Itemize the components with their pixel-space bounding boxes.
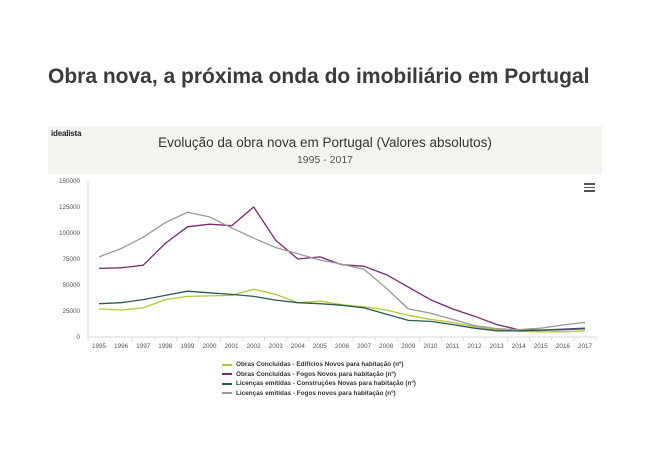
- x-tick-label: 2013: [490, 343, 505, 350]
- page-headline: Obra nova, a próxima onda do imobiliário…: [48, 65, 590, 88]
- series-line-4: [98, 211, 586, 331]
- chart-title: Evolução da obra nova em Portugal (Valor…: [158, 135, 492, 150]
- x-tick-label: 1996: [114, 343, 129, 350]
- x-tick-label: 2004: [291, 343, 306, 350]
- x-tick-label: 1999: [180, 343, 195, 350]
- x-tick-label: 1995: [92, 343, 107, 350]
- series-line-3: [98, 290, 586, 332]
- legend-swatch: [222, 373, 232, 376]
- y-tick-label: 75000: [62, 256, 80, 263]
- y-tick-label: 25000: [62, 308, 80, 315]
- legend-label: Licenças emitidas - Fogos novos para hab…: [236, 389, 396, 397]
- y-tick-label: 0: [76, 334, 80, 341]
- x-tick-label: 2008: [379, 343, 394, 350]
- x-tick-label: 2012: [468, 343, 483, 350]
- chart-legend: Obras Concluídas - Edifícios Novos para …: [222, 360, 416, 398]
- y-tick-label: 150000: [59, 178, 81, 185]
- x-tick-label: 2003: [269, 343, 284, 350]
- legend-item-4[interactable]: Licenças emitidas - Fogos novos para hab…: [222, 389, 416, 399]
- x-tick-label: 2015: [534, 343, 549, 350]
- x-tick-label: 2014: [512, 343, 527, 350]
- x-tick-label: 2009: [401, 343, 416, 350]
- legend-item-1[interactable]: Obras Concluídas - Edifícios Novos para …: [222, 360, 416, 370]
- series-line-1: [98, 288, 586, 333]
- x-tick-label: 2001: [225, 343, 240, 350]
- x-tick-label: 2017: [578, 343, 593, 350]
- legend-label: Obras Concluídas - Edifícios Novos para …: [236, 361, 404, 369]
- x-tick-label: 2002: [247, 343, 262, 350]
- x-tick-label: 2005: [313, 343, 328, 350]
- x-tick-label: 1997: [136, 343, 151, 350]
- y-tick-label: 125000: [59, 204, 81, 211]
- x-tick-label: 2007: [357, 343, 372, 350]
- legend-swatch: [222, 392, 232, 395]
- legend-swatch: [222, 382, 232, 385]
- series-line-2: [98, 206, 586, 331]
- x-tick-label: 2006: [335, 343, 350, 350]
- x-tick-label: 2010: [423, 343, 438, 350]
- x-tick-label: 2000: [202, 343, 217, 350]
- legend-item-2[interactable]: Obras Concluídas - Fogos Novos para habi…: [222, 370, 416, 380]
- chart-subtitle: 1995 - 2017: [296, 154, 354, 166]
- legend-label: Obras Concluídas - Fogos Novos para habi…: [236, 370, 396, 378]
- chart-header: idealista Evolução da obra nova em Portu…: [48, 126, 602, 174]
- x-tick-label: 2011: [446, 343, 460, 350]
- x-tick-label: 2016: [556, 343, 571, 350]
- idealista-logo: idealista: [51, 129, 82, 138]
- legend-swatch: [222, 363, 232, 366]
- y-tick-label: 50000: [62, 282, 80, 289]
- y-tick-label: 100000: [59, 230, 81, 237]
- legend-label: Licenças emitidas - Construções Novas pa…: [236, 380, 416, 388]
- x-tick-label: 1998: [158, 343, 173, 350]
- hamburger-menu-icon[interactable]: [584, 183, 595, 192]
- legend-item-3[interactable]: Licenças emitidas - Construções Novas pa…: [222, 379, 416, 389]
